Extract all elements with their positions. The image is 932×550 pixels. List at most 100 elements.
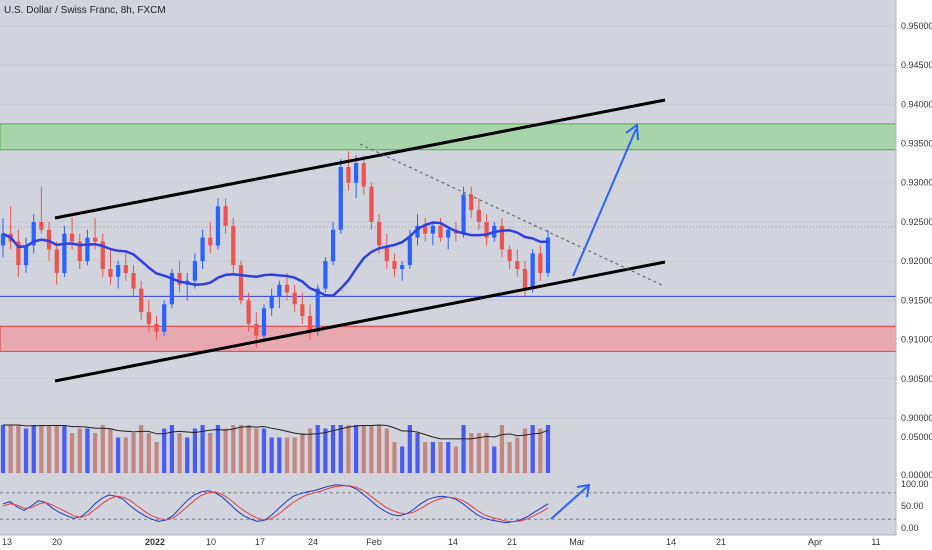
y-tick-label: 0.93000: [901, 178, 932, 188]
volume-bar: [353, 425, 359, 473]
oscillator-tick-label: 50.00: [901, 501, 924, 511]
y-tick-label: 0.90500: [901, 374, 932, 384]
volume-average-line: [3, 424, 549, 440]
volume-bar: [461, 425, 466, 473]
y-tick-label: 0.91500: [901, 295, 932, 305]
candle-body: [69, 233, 75, 242]
volume-bar: [254, 428, 259, 473]
candle-body: [522, 268, 528, 289]
resistance-zone: [0, 123, 897, 151]
volume-bar: [446, 442, 451, 473]
volume-bar: [16, 425, 21, 473]
volume-bar: [277, 437, 282, 473]
x-tick-label: 14: [448, 537, 458, 547]
x-tick-label: 21: [716, 537, 726, 547]
projection-arrow: [572, 128, 637, 277]
y-tick-label: 0.92500: [901, 217, 932, 227]
volume-bar: [215, 425, 221, 473]
candle-body: [346, 167, 351, 183]
candle-body: [16, 241, 21, 266]
x-tick-label: 2022: [145, 537, 165, 547]
candle-body: [284, 284, 290, 293]
volume-bar: [261, 428, 267, 473]
candle-body: [307, 316, 313, 332]
candle-body: [116, 265, 121, 277]
volume-bar: [530, 425, 535, 473]
candle-body: [507, 249, 512, 262]
x-tick-label: Mar: [569, 537, 585, 547]
x-tick-label: 21: [507, 537, 517, 547]
x-tick-label: 24: [308, 537, 318, 547]
moving-average-line: [2, 221, 548, 297]
candle-body: [108, 268, 113, 277]
candle-body: [23, 245, 29, 266]
volume-bar: [200, 425, 205, 473]
candle-body: [238, 265, 244, 301]
volume-bar: [492, 446, 497, 473]
volume-bar: [192, 428, 198, 473]
volume-bar: [292, 437, 297, 473]
volume-bar: [369, 425, 374, 473]
candle-body: [123, 265, 128, 273]
candle-body: [54, 249, 59, 273]
candle-body: [46, 229, 52, 250]
candle-body: [200, 237, 205, 262]
volume-tick-label: 0.05000: [901, 432, 932, 442]
candle-body: [93, 237, 98, 242]
candle-body: [423, 225, 428, 234]
volume-bar: [315, 425, 320, 473]
candle-body: [77, 241, 82, 262]
volume-bar: [507, 442, 512, 473]
candle-body: [361, 163, 366, 187]
oscillator-d-line: [2, 485, 549, 523]
volume-bar: [407, 425, 412, 473]
candle-body: [131, 272, 136, 289]
candle-body: [0, 233, 6, 246]
volume-bar: [31, 425, 36, 473]
volume-bar: [330, 425, 336, 473]
candle-body: [384, 245, 389, 262]
volume-bar: [116, 437, 121, 473]
candle-body: [254, 323, 259, 336]
candle-body: [231, 225, 236, 266]
volume-bar: [139, 425, 144, 473]
candle-body: [545, 237, 551, 273]
volume-bar: [499, 425, 505, 473]
candle-body: [146, 312, 151, 324]
volume-bar: [131, 433, 136, 473]
candle-body: [169, 272, 174, 305]
candle-body: [476, 210, 482, 222]
volume-bar: [323, 428, 328, 473]
candle-body: [223, 206, 228, 226]
candle-body: [269, 296, 274, 309]
candle-body: [377, 221, 382, 246]
y-tick-label: 0.94000: [901, 99, 932, 109]
volume-bar: [238, 425, 244, 473]
volume-bar: [169, 425, 174, 473]
candle-body: [323, 261, 328, 289]
candle-body: [515, 261, 520, 269]
projection-arrowhead: [625, 123, 639, 141]
oscillator-arrowhead: [576, 483, 591, 498]
volume-bar: [39, 425, 44, 473]
candle-body: [369, 186, 374, 222]
volume-bar: [208, 433, 213, 473]
candle-body: [415, 225, 420, 238]
candle-body: [31, 221, 36, 246]
volume-bar: [146, 433, 151, 473]
volume-bar: [438, 442, 443, 473]
volume-bar: [284, 437, 290, 473]
candle-body: [446, 229, 451, 238]
candle-body: [538, 253, 543, 273]
x-tick-label: Feb: [366, 537, 382, 547]
candle-body: [154, 323, 159, 332]
oscillator-tick-label: 100.00: [901, 479, 929, 489]
candle-body: [39, 221, 44, 230]
volume-bar: [62, 425, 67, 473]
oscillator-k-line: [2, 484, 549, 524]
volume-bar: [100, 425, 105, 473]
volume-bar: [453, 446, 458, 473]
volume-bar: [246, 425, 251, 473]
